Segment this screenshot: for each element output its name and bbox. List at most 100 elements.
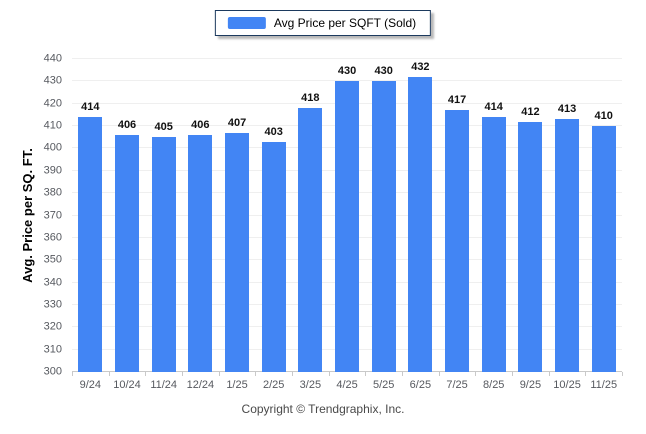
- value-label: 413: [557, 103, 577, 116]
- x-tick-mark: [292, 372, 293, 376]
- y-tick-label: 340: [43, 276, 62, 289]
- bar: [225, 132, 250, 372]
- bar: [445, 110, 470, 372]
- value-label: 414: [484, 101, 503, 114]
- legend-label: Avg Price per SQFT (Sold): [273, 16, 417, 30]
- y-tick-label: 320: [43, 320, 62, 333]
- value-label: 410: [594, 110, 613, 123]
- x-axis-ticks: [72, 372, 623, 377]
- x-tick-mark: [108, 372, 110, 376]
- bar-cell: 410: [585, 59, 622, 372]
- y-tick-label: 430: [43, 74, 62, 87]
- y-tick-label: 360: [43, 231, 62, 244]
- y-tick-label: 370: [43, 209, 62, 221]
- y-tick-label: 380: [43, 186, 62, 199]
- bar-cell: 413: [549, 59, 586, 372]
- x-tick-label: 7/25: [446, 379, 468, 391]
- x-tick-mark: [548, 372, 550, 376]
- bar: [408, 76, 433, 372]
- x-tick-mark: [438, 372, 440, 376]
- x-tick-mark: [585, 372, 587, 376]
- y-tick-label: 440: [43, 52, 62, 65]
- bar-cell: 414: [72, 59, 109, 372]
- value-label: 405: [154, 121, 173, 134]
- x-tick-label: 5/25: [373, 379, 395, 391]
- bar-cell: 407: [219, 59, 256, 372]
- value-label: 414: [81, 101, 100, 114]
- x-axis-labels: 9/24 10/24 11/24 12/24 1/25 2/25 3/25 4/25 5/25 6…: [72, 379, 622, 391]
- bar-cell: 406: [182, 59, 219, 372]
- y-tick-label: 300: [43, 365, 62, 378]
- x-tick-label: 9/25: [519, 379, 542, 391]
- x-tick-label: 1/25: [226, 379, 248, 391]
- value-label: 406: [117, 119, 137, 132]
- value-label: 432: [411, 60, 430, 73]
- value-label: 417: [447, 94, 467, 107]
- plot-area: 414 406 405 406 407 403 418 430 430 432 417 414 412 4…: [72, 58, 622, 372]
- legend: Avg Price per SQFT (Sold): [214, 10, 432, 36]
- bar-cell: 414: [475, 59, 512, 372]
- bar-cell: 432: [402, 59, 439, 372]
- value-label: 406: [191, 119, 210, 132]
- x-tick-mark: [402, 372, 403, 376]
- bar: [151, 137, 176, 372]
- y-tick-label: 390: [43, 164, 62, 177]
- value-label: 407: [227, 116, 247, 129]
- copyright-text: Copyright © Trendgraphix, Inc.: [241, 402, 405, 416]
- x-tick-label: 10/24: [113, 379, 141, 391]
- x-tick-label: 10/25: [553, 379, 581, 391]
- bar: [591, 126, 616, 372]
- bar: [335, 81, 360, 372]
- x-tick-label: 4/25: [336, 379, 358, 391]
- gridline: [72, 58, 622, 59]
- y-tick-label: 410: [43, 119, 62, 132]
- bar: [518, 121, 543, 372]
- x-tick-mark: [328, 372, 330, 376]
- x-tick-label: 11/25: [590, 379, 618, 391]
- x-tick-label: 9/24: [79, 379, 102, 391]
- value-label: 430: [374, 65, 393, 78]
- bar: [115, 135, 139, 372]
- y-tick-label: 330: [43, 298, 62, 311]
- bar: [555, 119, 580, 372]
- x-tick-mark: [72, 372, 73, 376]
- bar-cell: 412: [512, 59, 549, 372]
- value-label: 430: [337, 65, 357, 78]
- bar-cell: 418: [292, 59, 329, 372]
- bar: [261, 141, 286, 372]
- x-tick-label: 2/25: [262, 379, 285, 391]
- x-tick-mark: [255, 372, 257, 376]
- x-tick-mark: [622, 372, 623, 376]
- x-tick-mark: [365, 372, 367, 376]
- bar: [371, 81, 396, 372]
- x-tick-mark: [145, 372, 147, 376]
- y-tick-label: 310: [43, 343, 62, 356]
- value-label: 418: [301, 92, 320, 105]
- bar: [78, 117, 103, 372]
- bar-cell: 430: [365, 59, 402, 372]
- bar-cell: 406: [109, 59, 146, 372]
- bar-series: 414 406 405 406 407 403 418 430 430 432 417 414 412 4…: [72, 59, 622, 372]
- y-tick-label: 400: [43, 141, 62, 154]
- bar-cell: 405: [145, 59, 182, 372]
- y-tick-label: 350: [43, 253, 62, 266]
- x-tick-label: 6/25: [409, 379, 432, 391]
- x-tick-mark: [475, 372, 477, 376]
- y-tick-label: 420: [43, 97, 62, 110]
- x-tick-mark: [218, 372, 220, 376]
- x-tick-mark: [182, 372, 183, 376]
- x-tick-mark: [512, 372, 513, 376]
- x-tick-label: 11/24: [150, 379, 178, 391]
- bar-cell: 430: [329, 59, 366, 372]
- bar-cell: 403: [255, 59, 292, 372]
- gridline: [72, 80, 622, 82]
- x-tick-label: 3/25: [299, 379, 322, 391]
- bar-cell: 417: [439, 59, 476, 372]
- value-label: 403: [264, 125, 283, 138]
- bar: [188, 135, 213, 372]
- x-tick-label: 12/24: [186, 379, 215, 391]
- legend-swatch: [227, 17, 266, 29]
- bar: [481, 117, 506, 372]
- value-label: 412: [521, 105, 540, 118]
- y-axis: 300 310 320 330 340 350 360 370 380 390 400 410 420 4…: [0, 53, 62, 377]
